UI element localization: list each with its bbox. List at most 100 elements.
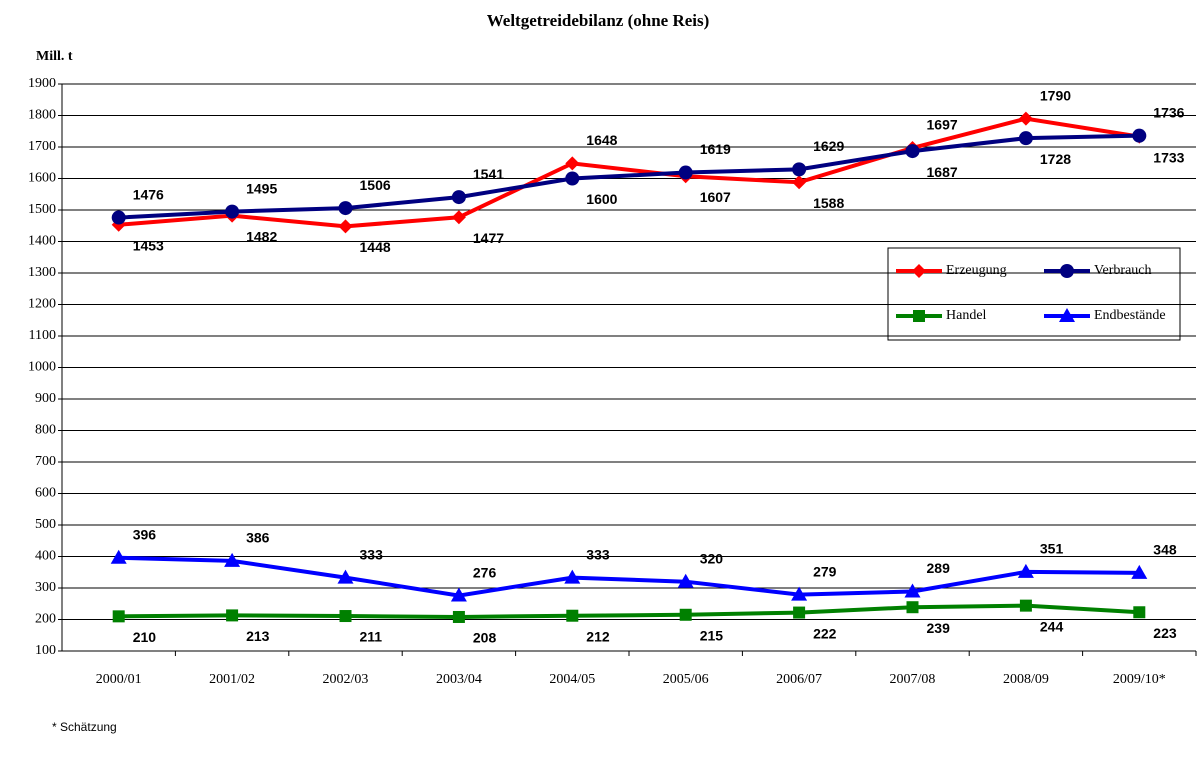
data-point	[451, 190, 466, 205]
data-label: 348	[1153, 542, 1177, 558]
data-point	[905, 144, 920, 159]
data-point	[1132, 128, 1147, 143]
y-tick-label: 1900	[28, 76, 56, 91]
y-tick-label: 1500	[28, 202, 56, 217]
data-label: 1648	[586, 132, 617, 148]
data-label: 396	[133, 526, 157, 542]
data-label: 279	[813, 563, 837, 579]
data-point	[564, 569, 581, 584]
data-label: 333	[360, 546, 384, 562]
x-tick-label: 2002/03	[323, 672, 369, 687]
y-tick-label: 1600	[28, 171, 56, 186]
y-tick-label: 1700	[28, 139, 56, 154]
data-label: 1697	[927, 117, 958, 133]
data-label: 1495	[246, 180, 277, 196]
data-label: 1629	[813, 138, 844, 154]
y-tick-label: 100	[35, 643, 56, 658]
y-tick-label: 200	[35, 612, 56, 627]
data-label: 351	[1040, 541, 1064, 557]
y-tick-label: 300	[35, 580, 56, 595]
data-point	[1133, 606, 1146, 619]
x-tick-label: 2004/05	[549, 672, 595, 687]
data-point	[338, 201, 353, 216]
x-tick-label: 2007/08	[890, 672, 936, 687]
data-label: 1453	[133, 238, 164, 254]
data-point	[566, 609, 579, 622]
data-label: 1541	[473, 166, 504, 182]
y-tick-label: 1300	[28, 265, 56, 280]
x-tick-label: 2003/04	[436, 672, 482, 687]
data-point	[1131, 564, 1148, 579]
data-label: 1476	[133, 186, 164, 202]
data-point	[337, 569, 354, 584]
y-tick-label: 1100	[29, 328, 56, 343]
x-tick-label: 2001/02	[209, 672, 255, 687]
legend-marker	[1060, 264, 1074, 278]
y-tick-label: 900	[35, 391, 56, 406]
data-label: 222	[813, 625, 837, 641]
data-label: 1448	[360, 239, 391, 255]
data-point	[226, 609, 239, 622]
y-tick-label: 1000	[28, 360, 56, 375]
data-point	[224, 552, 241, 567]
y-tick-label: 600	[35, 486, 56, 501]
x-tick-label: 2009/10*	[1113, 672, 1166, 687]
x-tick-label: 2006/07	[776, 672, 822, 687]
x-tick-label: 2000/01	[96, 672, 142, 687]
data-point	[906, 601, 919, 614]
data-label: 1506	[360, 177, 391, 193]
data-label: 386	[246, 530, 270, 546]
data-label: 289	[927, 560, 951, 576]
data-point	[338, 219, 353, 234]
data-point	[791, 586, 808, 601]
data-label: 208	[473, 630, 497, 646]
data-point	[451, 210, 466, 225]
data-label: 210	[133, 629, 157, 645]
data-label: 212	[586, 628, 610, 644]
data-point	[1017, 563, 1034, 578]
y-tick-label: 400	[35, 549, 56, 564]
data-point	[111, 210, 126, 225]
data-label: 1733	[1153, 149, 1184, 165]
legend-label: Handel	[946, 308, 987, 323]
data-label: 244	[1040, 618, 1064, 634]
data-point	[565, 171, 580, 186]
x-tick-label: 2005/06	[663, 672, 709, 687]
data-point	[677, 573, 694, 588]
series-line	[118, 116, 1140, 229]
data-point	[793, 606, 806, 619]
y-tick-label: 800	[35, 423, 56, 438]
legend-box	[887, 247, 1181, 341]
series-line	[118, 133, 1140, 220]
y-tick-label: 700	[35, 454, 56, 469]
data-label: 1607	[700, 189, 731, 205]
y-tick-label: 1800	[28, 108, 56, 123]
data-label: 276	[473, 564, 497, 580]
y-tick-label: 500	[35, 517, 56, 532]
data-point	[452, 610, 465, 623]
data-point	[565, 156, 580, 171]
footnote: * Schätzung	[52, 720, 117, 734]
x-tick-label: 2008/09	[1003, 672, 1049, 687]
legend-label: Erzeugung	[946, 263, 1007, 278]
series-line	[118, 603, 1140, 619]
data-label: 320	[700, 550, 724, 566]
data-label: 223	[1153, 625, 1177, 641]
data-label: 1477	[473, 230, 504, 246]
data-point	[792, 175, 807, 190]
data-label: 1588	[813, 195, 844, 211]
data-point	[450, 587, 467, 602]
y-axis-label: Mill. t	[36, 49, 73, 64]
data-point	[904, 583, 921, 598]
data-point	[112, 610, 125, 623]
data-point	[792, 162, 807, 177]
data-point	[1018, 131, 1033, 146]
data-label: 213	[246, 628, 270, 644]
data-label: 333	[586, 546, 610, 562]
legend-label: Verbrauch	[1094, 263, 1152, 278]
legend-label: Endbestände	[1094, 308, 1166, 323]
data-label: 1619	[700, 141, 731, 157]
data-label: 1482	[246, 228, 277, 244]
y-tick-label: 1400	[28, 234, 56, 249]
